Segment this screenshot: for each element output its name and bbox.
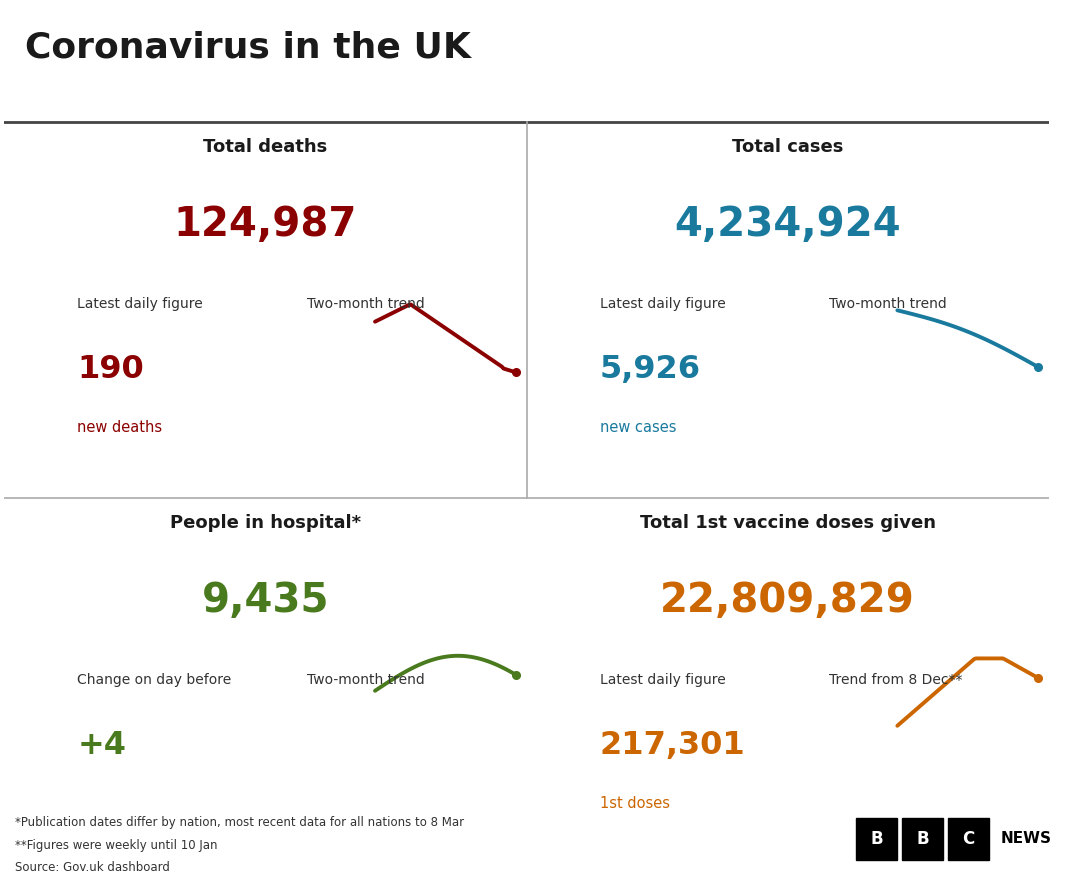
- Text: *Publication dates differ by nation, most recent data for all nations to 8 Mar: *Publication dates differ by nation, mos…: [15, 816, 464, 829]
- Text: **Figures were weekly until 10 Jan: **Figures were weekly until 10 Jan: [15, 839, 217, 851]
- FancyBboxPatch shape: [856, 818, 898, 859]
- Text: Total cases: Total cases: [732, 138, 843, 156]
- Text: Total 1st vaccine doses given: Total 1st vaccine doses given: [640, 514, 936, 532]
- Text: C: C: [963, 830, 974, 848]
- Text: B: B: [916, 830, 928, 848]
- Text: Latest daily figure: Latest daily figure: [600, 673, 725, 687]
- Text: Source: Gov.uk dashboard: Source: Gov.uk dashboard: [15, 861, 169, 874]
- Text: 22,809,829: 22,809,829: [660, 581, 915, 622]
- Text: +4: +4: [78, 730, 126, 761]
- Text: Coronavirus in the UK: Coronavirus in the UK: [26, 30, 471, 64]
- Text: People in hospital*: People in hospital*: [169, 514, 361, 532]
- Text: 190: 190: [78, 354, 144, 385]
- Text: Two-month trend: Two-month trend: [307, 673, 425, 687]
- FancyBboxPatch shape: [902, 818, 943, 859]
- Text: 5,926: 5,926: [600, 354, 700, 385]
- Text: 124,987: 124,987: [174, 206, 357, 245]
- FancyBboxPatch shape: [948, 818, 989, 859]
- Text: Total deaths: Total deaths: [204, 138, 327, 156]
- Text: Two-month trend: Two-month trend: [829, 298, 948, 311]
- Text: 1st doses: 1st doses: [600, 796, 669, 811]
- Text: B: B: [870, 830, 883, 848]
- Text: NEWS: NEWS: [1001, 831, 1052, 846]
- Text: Latest daily figure: Latest daily figure: [78, 298, 203, 311]
- Text: Change on day before: Change on day before: [78, 673, 231, 687]
- Text: new deaths: new deaths: [78, 419, 162, 434]
- Text: 9,435: 9,435: [201, 581, 329, 622]
- Text: 4,234,924: 4,234,924: [675, 206, 901, 245]
- Text: 217,301: 217,301: [600, 730, 745, 761]
- Text: Latest daily figure: Latest daily figure: [600, 298, 725, 311]
- Text: Trend from 8 Dec**: Trend from 8 Dec**: [829, 673, 963, 687]
- Text: Two-month trend: Two-month trend: [307, 298, 425, 311]
- Text: new cases: new cases: [600, 419, 676, 434]
